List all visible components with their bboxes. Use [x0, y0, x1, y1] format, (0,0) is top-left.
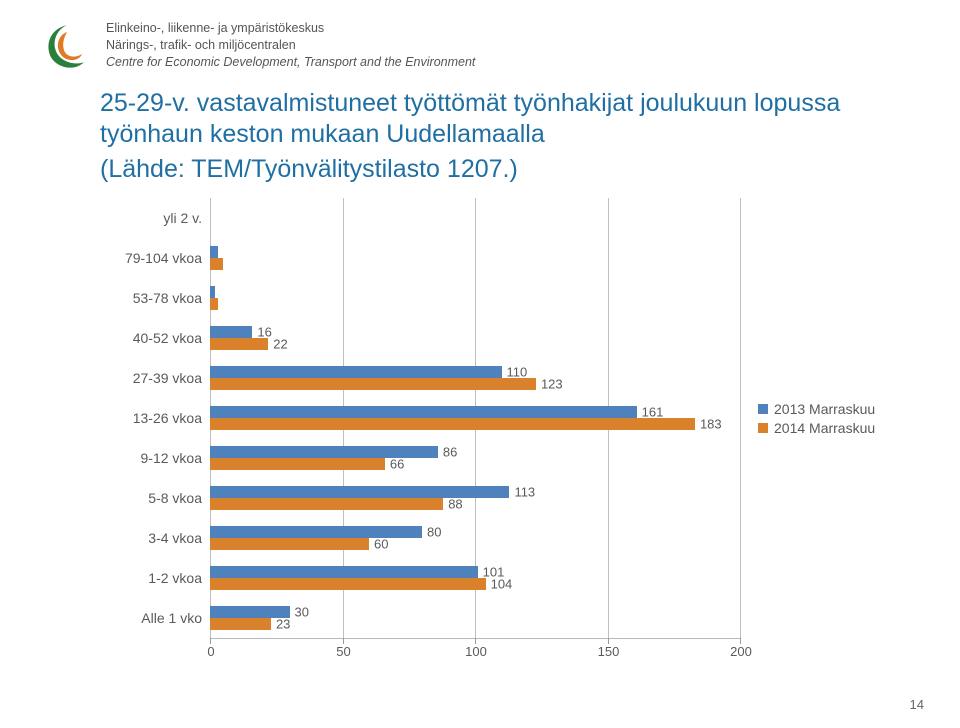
chart-row [210, 238, 740, 278]
bar: 113 [210, 486, 509, 498]
bar: 23 [210, 618, 271, 630]
bar [210, 286, 215, 298]
page-number: 14 [910, 697, 924, 712]
x-tick: 50 [343, 638, 344, 644]
gridline [740, 198, 741, 638]
chart-row [210, 278, 740, 318]
bar: 101 [210, 566, 478, 578]
ely-leaf-icon [40, 20, 94, 74]
chart-row: 30 23 [210, 598, 740, 638]
bar-value-label: 104 [491, 576, 513, 591]
org-header: Elinkeino-, liikenne- ja ympäristökeskus… [40, 20, 920, 74]
bar: 80 [210, 526, 422, 538]
slide-title: 25-29-v. vastavalmistuneet työttömät työ… [100, 88, 920, 151]
y-category-label: 40-52 vkoa [100, 318, 210, 358]
y-category-label: yli 2 v. [100, 198, 210, 238]
y-category-label: 1-2 vkoa [100, 558, 210, 598]
chart-row [210, 198, 740, 238]
bar: 88 [210, 498, 443, 510]
x-tick-label: 0 [207, 644, 214, 659]
bar-value-label: 183 [700, 416, 722, 431]
bar [210, 298, 218, 310]
bar [210, 246, 218, 258]
y-category-label: 53-78 vkoa [100, 278, 210, 318]
org-logo [40, 20, 94, 74]
chart-row: 101104 [210, 558, 740, 598]
legend-label: 2014 Marraskuu [774, 420, 875, 436]
bar: 110 [210, 366, 502, 378]
chart-row: 8060 [210, 518, 740, 558]
y-category-label: 9-12 vkoa [100, 438, 210, 478]
bar-value-label: 113 [514, 484, 535, 499]
y-category-label: Alle 1 vko [100, 598, 210, 638]
y-category-label: 79-104 vkoa [100, 238, 210, 278]
chart-row: 1622 [210, 318, 740, 358]
bar-value-label: 123 [541, 376, 563, 391]
y-category-label: 5-8 vkoa [100, 478, 210, 518]
x-tick: 150 [608, 638, 609, 644]
y-category-label: 3-4 vkoa [100, 518, 210, 558]
x-tick-label: 150 [598, 644, 620, 659]
x-tick: 200 [740, 638, 741, 644]
chart-y-labels: yli 2 v.79-104 vkoa53-78 vkoa40-52 vkoa2… [100, 198, 210, 639]
bar-value-label: 60 [374, 536, 388, 551]
chart-plot-area: 162211012316118386661138880601011043023 … [210, 198, 740, 639]
legend-item: 2014 Marraskuu [758, 420, 875, 436]
bar-value-label: 22 [273, 336, 287, 351]
bar: 183 [210, 418, 695, 430]
x-tick-label: 50 [336, 644, 350, 659]
x-tick: 0 [210, 638, 211, 644]
slide-subtitle: (Lähde: TEM/Työnvälitystilasto 1207.) [100, 155, 920, 184]
chart-x-axis: 0 50 100 150 200 [210, 638, 740, 660]
chart-row: 161183 [210, 398, 740, 438]
org-name-lines: Elinkeino-, liikenne- ja ympäristökeskus… [106, 20, 475, 71]
chart-row: 110123 [210, 358, 740, 398]
bar-value-label: 88 [448, 496, 462, 511]
bar-value-label: 86 [443, 444, 457, 459]
bar: 60 [210, 538, 369, 550]
legend-swatch [758, 423, 768, 433]
bar-value-label: 80 [427, 524, 441, 539]
legend-label: 2013 Marraskuu [774, 401, 875, 417]
bar: 123 [210, 378, 536, 390]
y-category-label: 27-39 vkoa [100, 358, 210, 398]
bar: 161 [210, 406, 637, 418]
chart-row: 86 66 [210, 438, 740, 478]
chart-legend: 2013 Marraskuu 2014 Marraskuu [758, 398, 875, 439]
chart: yli 2 v.79-104 vkoa53-78 vkoa40-52 vkoa2… [100, 198, 910, 639]
chart-row: 11388 [210, 478, 740, 518]
bar: 66 [210, 458, 385, 470]
y-category-label: 13-26 vkoa [100, 398, 210, 438]
legend-item: 2013 Marraskuu [758, 401, 875, 417]
bar: 16 [210, 326, 252, 338]
org-name-fi: Elinkeino-, liikenne- ja ympäristökeskus [106, 20, 475, 37]
chart-bars: 162211012316118386661138880601011043023 [210, 198, 740, 638]
x-tick-label: 200 [730, 644, 752, 659]
x-tick-label: 100 [465, 644, 487, 659]
bar: 104 [210, 578, 486, 590]
org-name-en: Centre for Economic Development, Transpo… [106, 54, 475, 71]
bar-value-label: 30 [295, 604, 309, 619]
bar: 22 [210, 338, 268, 350]
x-tick: 100 [475, 638, 476, 644]
legend-swatch [758, 404, 768, 414]
org-name-sv: Närings-, trafik- och miljöcentralen [106, 37, 475, 54]
bar-value-label: 23 [276, 616, 290, 631]
bar-value-label: 66 [390, 456, 404, 471]
bar [210, 258, 223, 270]
